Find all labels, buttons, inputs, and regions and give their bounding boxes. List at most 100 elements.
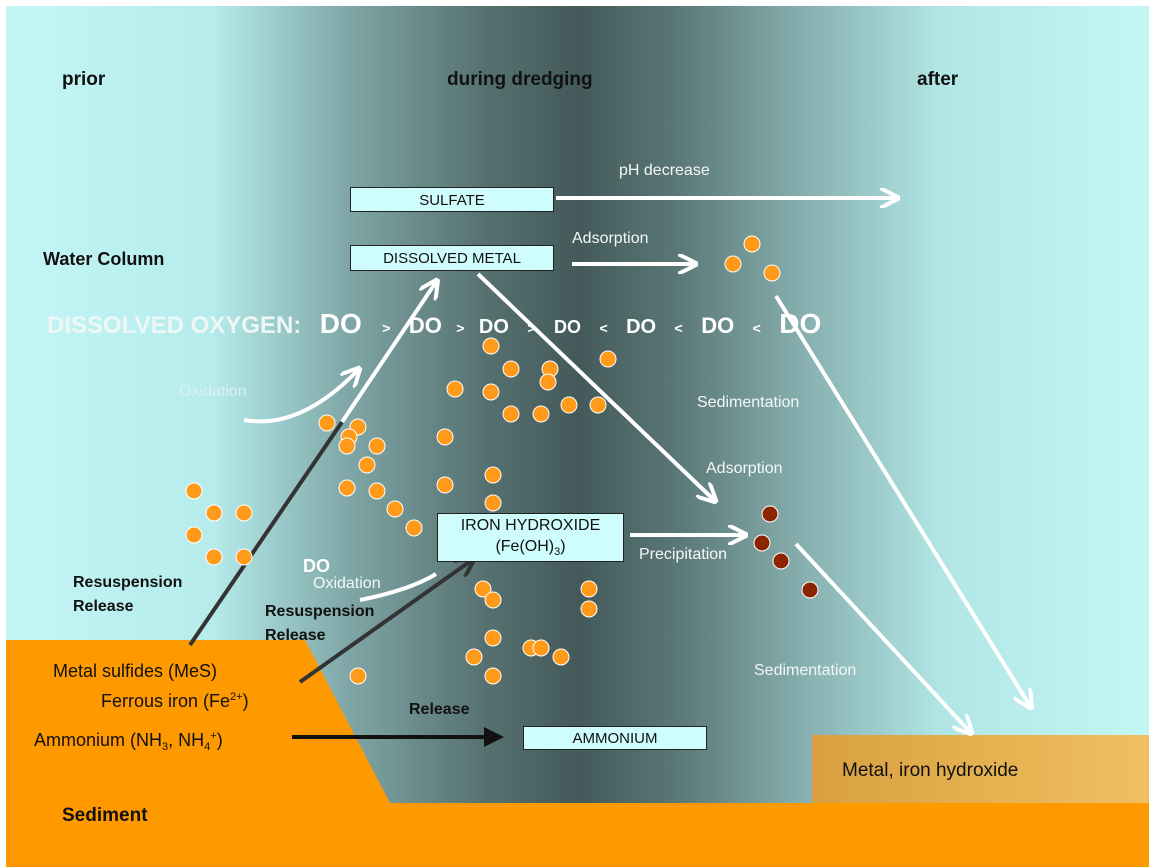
sedimentation-arrow-bottom (794, 542, 970, 732)
sedimentation-arrow-right (774, 294, 1030, 706)
ammonium-label: AMMONIUM (572, 730, 658, 747)
particle (589, 396, 607, 414)
particle (484, 629, 502, 647)
particle (405, 519, 423, 537)
do-term: DO (554, 317, 581, 337)
resuspension-left-line2: Release (73, 598, 134, 615)
particle (560, 396, 578, 414)
sedimentation-label-bottom: Sedimentation (754, 662, 857, 679)
dissolved-metal-label: DISSOLVED METAL (383, 250, 521, 267)
brown-particles (753, 505, 819, 599)
particle (552, 648, 570, 666)
phase-prior-label: prior (62, 69, 106, 90)
particle (482, 383, 500, 401)
particle (532, 639, 550, 657)
sediment-layer (6, 640, 1149, 867)
oxidation-label-top: Oxidation (179, 383, 247, 400)
particle (761, 505, 779, 523)
particle (502, 360, 520, 378)
particle (185, 482, 203, 500)
do-operator: < (674, 320, 683, 336)
oxidation-arrow-up (340, 282, 436, 424)
particle (358, 456, 376, 474)
particle (539, 373, 557, 391)
deposit-label: Metal, iron hydroxide (842, 760, 1019, 781)
particle (205, 504, 223, 522)
metal-to-hydroxide-arrow (476, 272, 714, 500)
particle (474, 580, 492, 598)
do-term: DO (319, 308, 362, 339)
particle (484, 591, 502, 609)
iron-hydroxide-box: IRON HYDROXIDE (Fe(OH)3) (437, 513, 624, 562)
particle (484, 667, 502, 685)
phase-during-label: during dredging (447, 69, 593, 90)
particle (801, 581, 819, 599)
particle (235, 548, 253, 566)
particle (502, 405, 520, 423)
oxidation-curve-top (243, 370, 358, 424)
adsorption-label-mid: Adsorption (706, 460, 783, 477)
sediment-label: Sediment (62, 805, 148, 826)
particle (724, 255, 742, 273)
ammonium-species-label: Ammonium (NH3, NH4+) (34, 730, 223, 753)
iron-hydroxide-line1: IRON HYDROXIDE (460, 517, 601, 534)
ph-decrease-label: pH decrease (619, 162, 710, 179)
particle (465, 648, 483, 666)
particle (763, 264, 781, 282)
resuspension-arrow-left (188, 420, 344, 647)
particle (772, 552, 790, 570)
do-operator: < (752, 320, 761, 336)
do-operator: > (456, 320, 465, 336)
dissolved-oxygen-label: DISSOLVED OXYGEN: (47, 312, 302, 339)
do-operator: > (527, 320, 536, 336)
particle (235, 504, 253, 522)
particle (338, 437, 356, 455)
resuspension-mid-line1: Resuspension (265, 603, 375, 620)
sulfate-label: SULFATE (419, 192, 485, 209)
particle (580, 600, 598, 618)
do-operator: > (382, 320, 391, 336)
particle (349, 667, 367, 685)
particle (318, 414, 336, 432)
orange-particles (185, 235, 781, 685)
phase-after-label: after (917, 69, 959, 90)
dissolved-oxygen-row: DISSOLVED OXYGEN: DO > DO > DO > DO < DO… (47, 308, 821, 340)
oxidation-curve-mid (359, 572, 438, 602)
particle (436, 428, 454, 446)
particle (386, 500, 404, 518)
particle (436, 476, 454, 494)
particle (446, 380, 464, 398)
do-term: DO (408, 313, 442, 338)
particle (185, 526, 203, 544)
particle (484, 494, 502, 512)
do-term: DO (626, 316, 657, 338)
particle (338, 479, 356, 497)
particle (482, 337, 500, 355)
resuspension-left-line1: Resuspension (73, 574, 183, 591)
particle (532, 405, 550, 423)
iron-hydroxide-formula: (Fe(OH)3) (495, 538, 566, 558)
metal-sulfides-label: Metal sulfides (MeS) (53, 661, 218, 681)
do-term: DO (701, 313, 735, 338)
particle (599, 350, 617, 368)
sulfate-box: SULFATE (350, 187, 554, 212)
sedimentation-label-top: Sedimentation (697, 394, 800, 411)
resuspension-arrow-mid (298, 560, 472, 684)
oxidation-label-mid: Oxidation (313, 575, 381, 592)
particle (368, 482, 386, 500)
adsorption-label-top: Adsorption (572, 230, 649, 247)
do-operator: < (599, 320, 608, 336)
water-column-label: Water Column (43, 249, 165, 269)
do-small-label: DO (303, 556, 330, 576)
do-term: DO (779, 308, 822, 339)
particle (580, 580, 598, 598)
particle (205, 548, 223, 566)
particle (368, 437, 386, 455)
ammonium-box: AMMONIUM (523, 726, 707, 750)
precipitation-label: Precipitation (639, 546, 728, 563)
particle (484, 466, 502, 484)
particle (753, 534, 771, 552)
ferrous-iron-label: Ferrous iron (Fe2+) (101, 691, 249, 711)
